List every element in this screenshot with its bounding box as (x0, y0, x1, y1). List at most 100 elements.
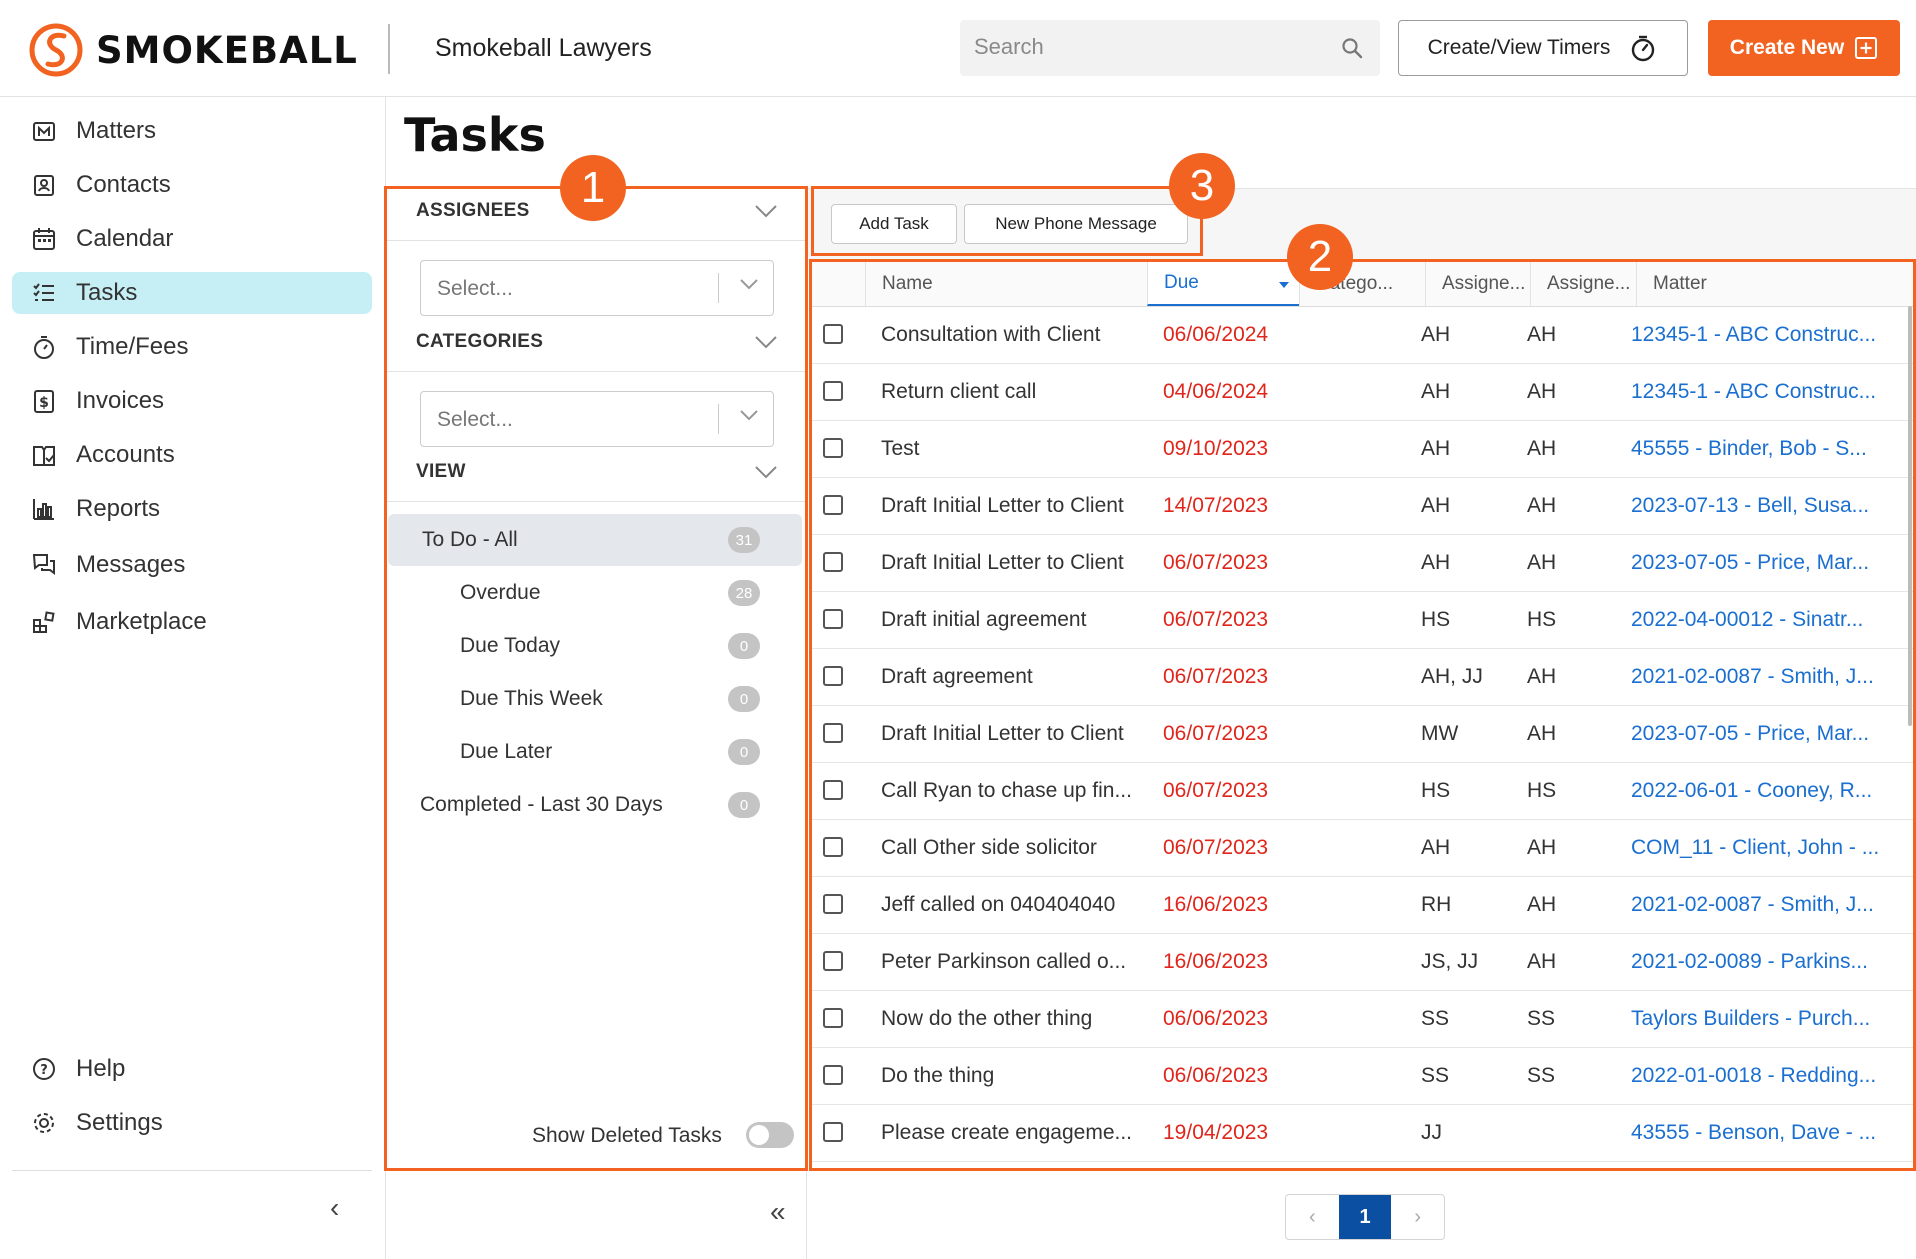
matter-link[interactable]: 12345-1 - ABC Construc... (1631, 379, 1877, 403)
column-header-assignee[interactable]: Assigne... (1425, 262, 1530, 306)
create-new-button[interactable]: Create New (1708, 20, 1900, 76)
stopwatch-icon (1632, 35, 1655, 62)
chevron-down-icon[interactable] (754, 465, 778, 479)
table-row[interactable]: Peter Parkinson called o... 16/06/2023 JS,… (811, 933, 1916, 991)
prev-page-button[interactable]: ‹ (1309, 1205, 1316, 1228)
assigned-by-cell: HS (1527, 778, 1557, 802)
new-phone-message-button[interactable]: New Phone Message (964, 204, 1188, 244)
table-row[interactable]: Do the thing 06/06/2023 SS SS 2022-01-0018 -… (811, 1047, 1916, 1105)
show-deleted-toggle[interactable] (746, 1122, 794, 1148)
table-row[interactable]: Draft Initial Letter to Client 06/07/2023… (811, 534, 1916, 592)
view-item-todo-all[interactable]: To Do - All 31 (388, 514, 802, 566)
matter-link[interactable]: 12345-1 - ABC Construc... (1631, 322, 1877, 346)
due-date-cell: 06/07/2023 (1163, 550, 1269, 574)
row-checkbox[interactable] (823, 609, 843, 629)
sidebar-item-matters[interactable]: Matters (12, 110, 372, 152)
table-row[interactable]: Consultation with Client 06/06/2024 AH AH 12… (811, 306, 1916, 364)
task-name-cell: Draft agreement (881, 664, 1033, 688)
table-row[interactable]: Call Other side solicitor 06/07/2023 AH AH C… (811, 819, 1916, 877)
callout-marker-2: 2 (1287, 224, 1353, 290)
table-row[interactable]: Jeff called on 040404040 16/06/2023 RH AH 20… (811, 876, 1916, 934)
view-item-overdue[interactable]: Overdue 28 (386, 567, 802, 619)
add-task-button[interactable]: Add Task (831, 204, 957, 244)
column-header-assigned-by[interactable]: Assigne... (1530, 262, 1636, 306)
table-row[interactable]: Draft initial agreement 06/07/2023 HS HS 202… (811, 591, 1916, 649)
collapse-nav-icon[interactable]: ‹ (330, 1192, 340, 1223)
firm-name: Smokeball Lawyers (435, 34, 652, 62)
collapse-filters-icon[interactable]: « (770, 1196, 786, 1227)
sidebar-item-marketplace[interactable]: Marketplace (12, 601, 372, 643)
table-row[interactable]: Test 09/10/2023 AH AH 45555 - Binder, Bob - … (811, 420, 1916, 478)
next-page-button[interactable]: › (1414, 1205, 1422, 1228)
view-item-due-this-week[interactable]: Due This Week 0 (386, 673, 802, 725)
row-checkbox[interactable] (823, 780, 843, 800)
matter-link[interactable]: 2021-02-0087 - Smith, J... (1631, 892, 1874, 916)
view-item-due-later[interactable]: Due Later 0 (386, 726, 802, 778)
sidebar-item-tasks[interactable]: Tasks (12, 272, 372, 314)
assigned-by-cell: AH (1527, 550, 1557, 574)
task-name-cell: Jeff called on 040404040 (881, 892, 1116, 916)
sidebar-item-messages[interactable]: Messages (12, 544, 372, 586)
matter-link[interactable]: 2023-07-05 - Price, Mar... (1631, 721, 1870, 745)
matter-link[interactable]: 2022-01-0018 - Redding... (1631, 1063, 1877, 1087)
sidebar-item-reports[interactable]: Reports (12, 488, 372, 530)
table-row[interactable]: Please create engageme... 19/04/2023 JJ 435… (811, 1104, 1916, 1162)
matter-link[interactable]: 2023-07-13 - Bell, Susa... (1631, 493, 1870, 517)
table-row[interactable]: Return client call 04/06/2024 AH AH 12345-1 … (811, 363, 1916, 421)
sidebar-item-time-fees[interactable]: Time/Fees (12, 326, 372, 368)
column-header-due[interactable]: Due (1147, 262, 1299, 306)
sidebar-item-invoices[interactable]: $ Invoices (12, 380, 372, 422)
column-header-matter[interactable]: Matter (1636, 262, 1916, 306)
callout-marker-3: 3 (1169, 153, 1235, 219)
column-header-name[interactable]: Name (865, 262, 1147, 306)
due-date-cell: 06/07/2023 (1163, 721, 1269, 745)
sidebar-item-accounts[interactable]: Accounts (12, 434, 372, 476)
row-checkbox[interactable] (823, 1008, 843, 1028)
row-checkbox[interactable] (823, 1065, 843, 1085)
row-checkbox[interactable] (823, 951, 843, 971)
search-icon[interactable] (1340, 36, 1364, 60)
categories-select[interactable]: Select... (420, 391, 774, 447)
matter-link[interactable]: Taylors Builders - Purch... (1631, 1006, 1871, 1030)
row-checkbox[interactable] (823, 438, 843, 458)
grid-scrollbar[interactable] (1908, 306, 1912, 726)
row-checkbox[interactable] (823, 723, 843, 743)
row-checkbox[interactable] (823, 1122, 843, 1142)
table-row[interactable]: Draft Initial Letter to Client 14/07/2023… (811, 477, 1916, 535)
matter-link[interactable]: COM_11 - Client, John - ... (1631, 835, 1880, 859)
sidebar-item-settings[interactable]: Settings (12, 1102, 372, 1144)
assignees-select[interactable]: Select... (420, 260, 774, 316)
matter-link[interactable]: 2023-07-05 - Price, Mar... (1631, 550, 1870, 574)
matter-link[interactable]: 43555 - Benson, Dave - ... (1631, 1120, 1877, 1144)
page-1-button[interactable]: 1 (1338, 1195, 1392, 1239)
matter-link[interactable]: 2021-02-0087 - Smith, J... (1631, 664, 1874, 688)
view-item-due-today[interactable]: Due Today 0 (386, 620, 802, 672)
row-checkbox[interactable] (823, 381, 843, 401)
table-row[interactable]: Draft agreement 06/07/2023 AH, JJ AH 2021-02… (811, 648, 1916, 706)
sidebar-item-help[interactable]: ? Help (12, 1048, 372, 1090)
sidebar-item-calendar[interactable]: Calendar (12, 218, 372, 260)
view-item-completed[interactable]: Completed - Last 30 Days 0 (386, 779, 802, 831)
table-row[interactable]: Draft Initial Letter to Client 06/07/2023… (811, 705, 1916, 763)
sidebar-item-contacts[interactable]: Contacts (12, 164, 372, 206)
sidebar-item-label: Tasks (76, 279, 138, 306)
matter-link[interactable]: 2022-06-01 - Cooney, R... (1631, 778, 1873, 802)
table-row[interactable]: Call Ryan to chase up fin... 06/07/2023 HS… (811, 762, 1916, 820)
matter-link[interactable]: 2021-02-0089 - Parkins... (1631, 949, 1868, 973)
chevron-down-icon[interactable] (754, 204, 778, 218)
chevron-down-icon[interactable] (754, 335, 778, 349)
category-cell (1315, 705, 1421, 762)
task-name-cell: Draft Initial Letter to Client (881, 721, 1124, 745)
row-checkbox[interactable] (823, 894, 843, 914)
row-checkbox[interactable] (823, 666, 843, 686)
row-checkbox[interactable] (823, 837, 843, 857)
matter-link[interactable]: 2022-04-00012 - Sinatr... (1631, 607, 1864, 631)
create-view-timers-button[interactable]: Create/View Timers (1398, 20, 1688, 76)
row-checkbox[interactable] (823, 495, 843, 515)
row-checkbox[interactable] (823, 552, 843, 572)
search-input[interactable] (972, 33, 1336, 61)
smokeball-logo[interactable]: SMOKEBALL (28, 22, 358, 78)
matter-link[interactable]: 45555 - Binder, Bob - S... (1631, 436, 1867, 460)
table-row[interactable]: Now do the other thing 06/06/2023 SS SS Tayl… (811, 990, 1916, 1048)
row-checkbox[interactable] (823, 324, 843, 344)
